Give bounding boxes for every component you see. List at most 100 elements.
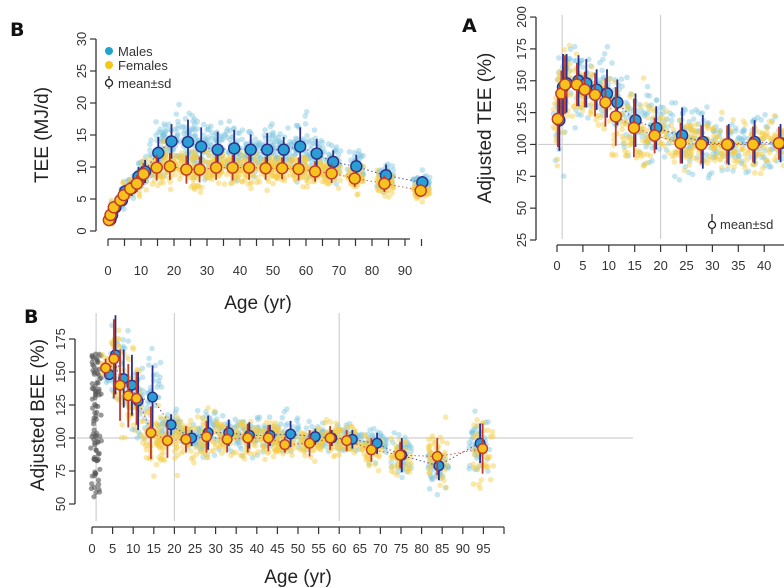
male-point xyxy=(146,355,152,362)
female-point xyxy=(187,174,193,181)
female-point xyxy=(663,108,670,114)
female-point xyxy=(188,184,194,190)
female-mean-marker xyxy=(558,78,572,91)
female-point xyxy=(566,68,573,75)
male-point xyxy=(235,158,241,164)
male-point xyxy=(162,128,169,135)
male-point xyxy=(303,108,310,115)
female-point xyxy=(598,114,604,121)
female-mean-marker xyxy=(131,392,143,404)
female-point xyxy=(681,167,688,174)
male-point xyxy=(277,131,284,137)
male-point xyxy=(360,171,367,178)
female-point xyxy=(640,163,647,169)
male-point xyxy=(274,155,281,161)
male-point xyxy=(207,141,214,147)
x-tick-label: 40 xyxy=(757,258,771,273)
male-mean-marker xyxy=(350,160,363,173)
male-point xyxy=(718,116,725,122)
female-point xyxy=(173,445,180,451)
female-mean-marker xyxy=(137,167,150,181)
female-point xyxy=(666,150,672,156)
male-point xyxy=(306,418,312,425)
female-point xyxy=(338,428,345,434)
male-point xyxy=(160,132,166,139)
male-point xyxy=(251,174,257,180)
female-point xyxy=(172,172,179,178)
x-tick-label: 20 xyxy=(167,263,181,278)
y-tick-label: 25 xyxy=(74,64,89,78)
female-point xyxy=(272,173,279,180)
scatter-points xyxy=(88,322,497,500)
male-point xyxy=(269,133,276,140)
female-point xyxy=(332,452,338,459)
female-point xyxy=(470,433,477,439)
male-point xyxy=(600,56,606,63)
female-point xyxy=(161,173,167,180)
female-point xyxy=(740,118,747,124)
y-tick-label: 0 xyxy=(74,227,89,234)
female-point xyxy=(190,181,197,187)
female-point xyxy=(143,187,150,193)
male-point xyxy=(190,154,197,161)
female-point xyxy=(211,408,217,414)
female-point xyxy=(305,179,311,186)
male-point xyxy=(202,159,209,166)
panel-label-adjusted-tee: A xyxy=(462,15,477,37)
female-point xyxy=(156,428,162,435)
male-mean-marker xyxy=(611,96,624,109)
male-point xyxy=(466,465,473,472)
female-point xyxy=(569,113,576,120)
female-point xyxy=(671,153,678,159)
male-point xyxy=(125,327,131,334)
female-point xyxy=(189,148,196,155)
female-point xyxy=(567,61,573,68)
male-point xyxy=(389,163,396,169)
female-point xyxy=(312,458,318,465)
male-point xyxy=(294,417,300,424)
female-point xyxy=(386,194,392,200)
male-point xyxy=(653,97,660,104)
male-point xyxy=(236,157,243,163)
female-point xyxy=(167,186,174,193)
female-point xyxy=(640,75,647,81)
male-point xyxy=(270,131,276,138)
male-point xyxy=(376,167,383,173)
male-point xyxy=(255,159,261,166)
female-point xyxy=(392,442,399,449)
female-mean-marker xyxy=(226,161,239,174)
x-tick-label: 60 xyxy=(299,263,313,278)
female-point xyxy=(719,109,725,116)
male-point xyxy=(161,172,168,179)
x-tick-label: 30 xyxy=(208,541,222,556)
female-point xyxy=(188,448,194,454)
neonate-point xyxy=(90,431,96,437)
male-point xyxy=(254,153,260,160)
female-point xyxy=(193,425,200,432)
male-point xyxy=(283,422,289,429)
female-mean-marker xyxy=(431,450,443,462)
female-point xyxy=(579,107,586,114)
female-point xyxy=(177,153,183,160)
female-mean-marker xyxy=(746,138,760,151)
female-point xyxy=(656,140,662,147)
male-point xyxy=(176,154,183,161)
neonate-point xyxy=(98,438,104,444)
male-point xyxy=(293,150,299,157)
female-point xyxy=(316,425,323,432)
male-point xyxy=(336,168,343,175)
male-point xyxy=(236,130,243,136)
female-point xyxy=(187,156,194,163)
male-point xyxy=(676,177,683,183)
female-point xyxy=(274,446,281,452)
male-point xyxy=(294,122,301,129)
female-point xyxy=(141,156,148,163)
female-point xyxy=(657,115,663,122)
male-point xyxy=(154,384,160,390)
female-point xyxy=(240,453,246,459)
female-point xyxy=(191,185,198,192)
male-point xyxy=(192,133,199,140)
y-tick-label: 150 xyxy=(514,70,529,92)
neonate-point xyxy=(91,494,97,500)
female-point xyxy=(564,113,571,119)
